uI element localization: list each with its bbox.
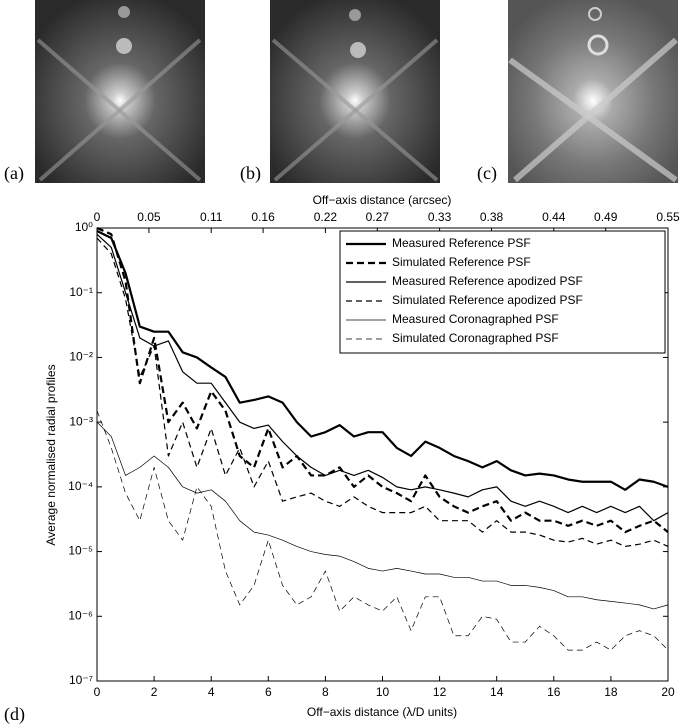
panel-label: (c): [477, 163, 497, 184]
series-line: [96, 421, 669, 610]
series-line: [96, 226, 669, 534]
y-tick-label: 10⁻⁷: [69, 673, 93, 687]
x-tick-label: 12: [433, 685, 447, 699]
x2-tick-label: 0.22: [314, 210, 338, 224]
panel-label: (d): [4, 704, 25, 725]
x-tick-label: 18: [604, 685, 618, 699]
y-tick-label: 10⁻⁴: [68, 479, 93, 493]
x-tick-label: 14: [490, 685, 504, 699]
panel-c: [508, 0, 678, 183]
legend-label: Simulated Reference apodized PSF: [392, 293, 583, 307]
legend-label: Simulated Coronagraphed PSF: [392, 331, 559, 345]
panel-b: [270, 0, 440, 183]
x2-tick-label: 0.11: [200, 210, 223, 224]
x2-tick-label: 0.05: [137, 210, 161, 224]
x-tick-label: 6: [265, 685, 272, 699]
series-line: [96, 410, 669, 651]
y-tick-label: 10⁻³: [69, 414, 93, 428]
y-tick-label: 10⁻⁶: [68, 608, 93, 622]
x-tick-label: 8: [322, 685, 329, 699]
x-tick-label: 2: [151, 685, 158, 699]
panel-a: [35, 0, 205, 183]
x2-tick-label: 0.49: [594, 210, 618, 224]
x2-tick-label: 0.16: [251, 210, 275, 224]
x2-tick-label: 0.33: [428, 210, 452, 224]
x-tick-label: 20: [661, 685, 675, 699]
y-tick-label: 10⁰: [75, 220, 93, 234]
x-tick-label: 16: [547, 685, 561, 699]
x2-axis-title: Off−axis distance (arcsec): [313, 193, 452, 207]
legend-label: Simulated Reference PSF: [392, 255, 531, 269]
x-tick-label: 0: [94, 685, 101, 699]
series-line: [96, 233, 669, 522]
x2-tick-label: 0.55: [656, 210, 680, 224]
x2-tick-label: 0.38: [480, 210, 504, 224]
legend-label: Measured Coronagraphed PSF: [392, 312, 559, 326]
y-tick-label: 10⁻⁵: [68, 544, 93, 558]
x2-tick-label: 0.27: [366, 210, 390, 224]
y-tick-label: 10⁻²: [69, 350, 93, 364]
panel-label: (b): [240, 163, 261, 184]
x2-tick-label: 0.44: [542, 210, 566, 224]
x-tick-label: 4: [208, 685, 215, 699]
legend-box: [339, 230, 666, 354]
x-axis-title: Off−axis distance (λ/D units): [307, 705, 457, 719]
legend-label: Measured Reference apodized PSF: [392, 274, 583, 288]
series-line: [96, 237, 669, 548]
x-tick-label: 10: [376, 685, 390, 699]
panel-label: (a): [4, 163, 24, 184]
y-axis-title: Average normalised radial profiles: [44, 364, 58, 545]
y-tick-label: 10⁻¹: [69, 285, 93, 299]
series-line: [96, 229, 669, 491]
x2-tick-label: 0: [94, 210, 101, 224]
legend-label: Measured Reference PSF: [392, 236, 531, 250]
